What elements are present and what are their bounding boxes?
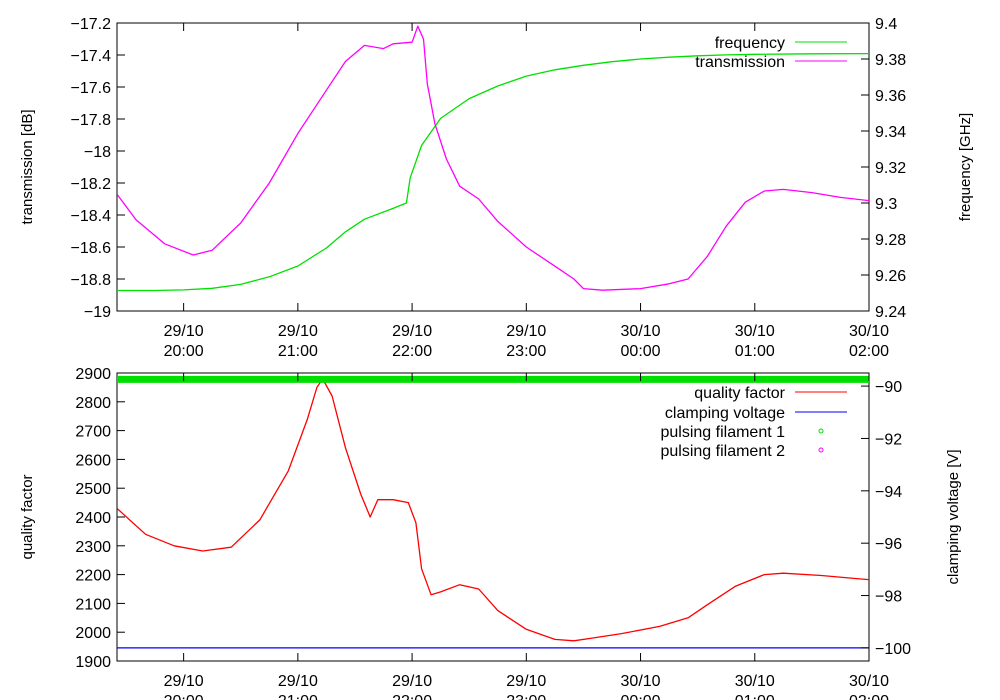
legend: quality factor clamping voltage pulsing … <box>660 385 847 460</box>
x-tick-date: 30/10 <box>621 323 661 340</box>
bottom-series-lines <box>117 375 869 649</box>
y2-tick-label: 9.26 <box>875 268 906 285</box>
series-quality-factor-line <box>117 378 869 642</box>
x-tick-time: 20:00 <box>164 693 204 700</box>
x-tick-time: 23:00 <box>506 343 546 360</box>
y2-tick-label: −92 <box>875 431 902 448</box>
y-tick-label: 2900 <box>75 366 111 383</box>
x-tick-date: 29/10 <box>164 323 204 340</box>
x-tick-date: 30/10 <box>735 323 775 340</box>
transmission-frequency-panel: −17.2 −17.4 −17.6 −17.8 −18 −18.2 −18.4 −18.6 −1… <box>19 16 974 360</box>
y2-tick-label: 9.4 <box>875 16 897 33</box>
y2-tick-label: 9.32 <box>875 160 906 177</box>
x-tick-date: 29/10 <box>278 323 318 340</box>
series-frequency-line <box>117 52 869 292</box>
top-series-lines <box>117 25 869 292</box>
y-tick-label: −18.4 <box>71 208 112 225</box>
legend-marker-pulsing-filament-1 <box>818 428 824 434</box>
x-tick-time: 02:00 <box>849 343 889 360</box>
y-tick-label: 2500 <box>75 481 111 498</box>
y2-tick-label: 9.3 <box>875 196 897 213</box>
x-tick-date: 29/10 <box>506 323 546 340</box>
x-tick-date: 30/10 <box>849 673 889 690</box>
y-tick-label: −17.8 <box>71 112 112 129</box>
legend-label-pulsing-filament-1: pulsing filament 1 <box>660 424 785 441</box>
x-ticks: 29/10 20:00 29/10 21:00 29/10 22:00 29/10 23:00… <box>164 373 889 700</box>
x-tick-time: 00:00 <box>621 343 661 360</box>
x-tick-time: 20:00 <box>164 343 204 360</box>
legend-label-clamping-voltage: clamping voltage <box>665 405 785 422</box>
y-tick-label: −18.6 <box>71 240 112 257</box>
y-tick-label: 2000 <box>75 625 111 642</box>
y-tick-label: 1900 <box>75 654 111 671</box>
y2-tick-label: 9.38 <box>875 52 906 69</box>
x-tick-date: 30/10 <box>735 673 775 690</box>
legend-label-quality-factor: quality factor <box>694 385 785 402</box>
y2-tick-label: −94 <box>875 484 902 501</box>
y2-tick-label: 9.24 <box>875 304 906 321</box>
legend-label-transmission: transmission <box>695 54 785 71</box>
y-tick-label: −18.8 <box>71 272 112 289</box>
x-tick-date: 29/10 <box>392 673 432 690</box>
y2-axis-label: clamping voltage [V] <box>945 449 962 584</box>
left-y-ticks: 2900 2800 2700 2600 2500 2400 2300 2200 2100 2000… <box>75 366 125 671</box>
left-y-ticks: −17.2 −17.4 −17.6 −17.8 −18 −18.2 −18.4 −18.6 −1… <box>71 16 125 321</box>
x-tick-date: 30/10 <box>621 673 661 690</box>
y-tick-label: 2200 <box>75 568 111 585</box>
y-tick-label: 2400 <box>75 510 111 527</box>
y2-tick-label: −90 <box>875 379 902 396</box>
x-tick-date: 29/10 <box>506 673 546 690</box>
x-tick-time: 21:00 <box>278 343 318 360</box>
x-tick-time: 23:00 <box>506 693 546 700</box>
x-ticks: 29/10 20:00 29/10 21:00 29/10 22:00 29/10 23:00… <box>164 23 889 360</box>
x-tick-date: 29/10 <box>164 673 204 690</box>
y-tick-label: 2800 <box>75 395 111 412</box>
x-tick-date: 30/10 <box>849 323 889 340</box>
y2-tick-label: 9.34 <box>875 124 906 141</box>
y-tick-label: −18 <box>84 144 111 161</box>
y-tick-label: −18.2 <box>71 176 112 193</box>
x-tick-time: 22:00 <box>392 693 432 700</box>
y2-axis-label: frequency [GHz] <box>957 113 974 221</box>
y-tick-label: 2700 <box>75 424 111 441</box>
x-tick-date: 29/10 <box>278 673 318 690</box>
y2-tick-label: −96 <box>875 536 902 553</box>
right-y-ticks: −90 −92 −94 −96 −98 −100 <box>861 379 911 658</box>
legend-label-frequency: frequency <box>715 35 785 52</box>
x-tick-time: 01:00 <box>735 343 775 360</box>
y-tick-label: −17.4 <box>71 48 112 65</box>
y-axis-label: quality factor <box>19 474 36 559</box>
legend: frequency transmission <box>695 35 847 71</box>
x-tick-time: 22:00 <box>392 343 432 360</box>
series-transmission-line <box>117 25 869 291</box>
y2-tick-label: −100 <box>875 641 911 658</box>
y-tick-label: −17.2 <box>71 16 112 33</box>
y2-tick-label: −98 <box>875 589 902 606</box>
legend-marker-pulsing-filament-2 <box>818 447 824 453</box>
quality-clamping-panel: 2900 2800 2700 2600 2500 2400 2300 2200 2100 2000… <box>19 366 962 700</box>
legend-label-pulsing-filament-2: pulsing filament 2 <box>660 443 785 460</box>
y-tick-label: −17.6 <box>71 80 112 97</box>
y-tick-label: 2600 <box>75 452 111 469</box>
y2-tick-label: 9.36 <box>875 88 906 105</box>
y-axis-label: transmission [dB] <box>19 109 36 224</box>
x-tick-time: 00:00 <box>621 693 661 700</box>
x-tick-date: 29/10 <box>392 323 432 340</box>
y-tick-label: 2300 <box>75 539 111 556</box>
y-tick-label: −19 <box>84 304 111 321</box>
y-tick-label: 2100 <box>75 596 111 613</box>
x-tick-time: 01:00 <box>735 693 775 700</box>
x-tick-time: 02:00 <box>849 693 889 700</box>
y2-tick-label: 9.28 <box>875 232 906 249</box>
x-tick-time: 21:00 <box>278 693 318 700</box>
right-y-ticks: 9.4 9.38 9.36 9.34 9.32 9.3 9.28 9.26 9.24 <box>861 16 906 321</box>
